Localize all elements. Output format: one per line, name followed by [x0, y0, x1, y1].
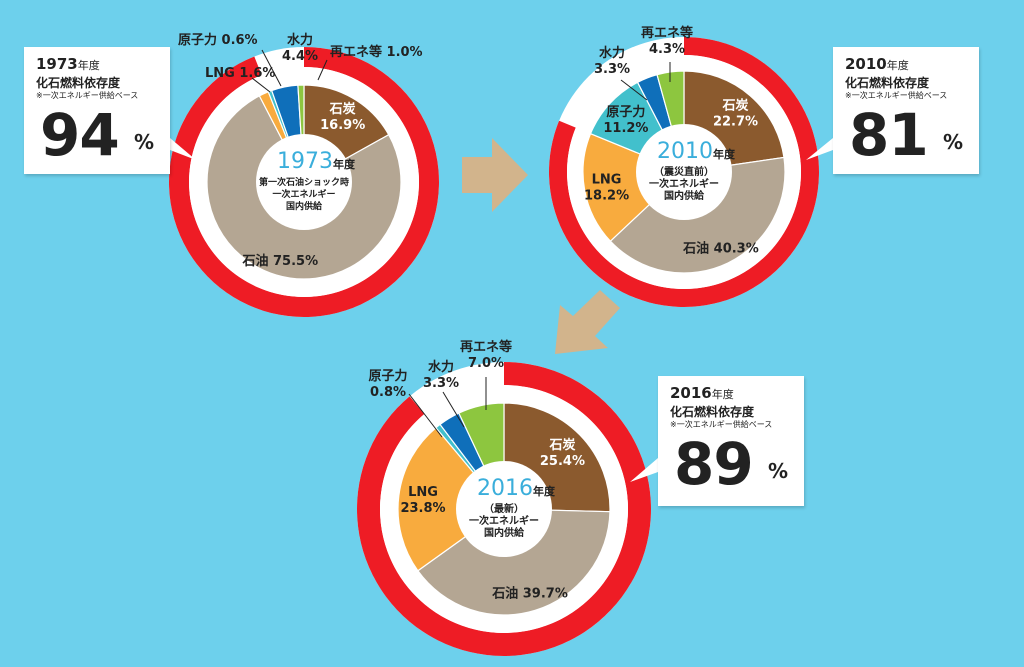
callout-year: 1973年度 — [36, 55, 100, 73]
center-line-2: 一次エネルギー — [649, 177, 719, 190]
callout-tail-1973 — [170, 138, 196, 160]
callout-unit: % — [943, 130, 964, 154]
callout-unit: % — [134, 130, 155, 154]
label-nuclear: 原子力 0.6% — [178, 32, 258, 48]
callout-value: 81 — [849, 101, 929, 169]
label-oil: 石油 75.5% — [241, 253, 318, 269]
callout-year-unit: 年度 — [711, 388, 734, 401]
label-lng: LNG — [592, 172, 622, 187]
center-line-1: （最新） — [484, 502, 524, 515]
value-hydro: 3.3% — [423, 376, 459, 391]
value-renewables: 4.3% — [649, 42, 685, 57]
label-hydro: 水力 — [599, 45, 625, 61]
center-line-1: （震災直前） — [654, 165, 714, 178]
callout-value: 94 — [40, 101, 120, 169]
callout-title: 化石燃料依存度 — [36, 76, 121, 90]
label-coal: 石炭 — [722, 97, 749, 113]
value-hydro: 4.4% — [282, 49, 318, 64]
leader-line-hydro — [620, 79, 648, 101]
center-line-3: 国内供給 — [664, 189, 705, 202]
callout-year: 2016年度 — [670, 384, 734, 402]
center-year: 2016年度 — [477, 476, 556, 501]
slice-lng-2010 — [582, 132, 686, 242]
arrow-2010-to-2016 — [555, 290, 620, 354]
value-nuclear: 0.8% — [370, 385, 406, 400]
label-coal: 石炭 — [329, 101, 356, 117]
callout-note: ※一次エネルギー供給ベース — [845, 91, 948, 100]
value-renewables: 7.0% — [468, 356, 504, 371]
center-circle — [636, 124, 732, 220]
label-nuclear: 原子力 — [606, 104, 645, 120]
leader-line-hydro — [442, 391, 465, 428]
callout-note: ※一次エネルギー供給ベース — [670, 420, 773, 429]
callout-year: 2010年度 — [845, 55, 909, 73]
leader-line-renewables — [317, 59, 328, 81]
center-year: 2010年度 — [657, 139, 736, 164]
fossil-dependency-callout-2016: 2016年度化石燃料依存度 ※一次エネルギー供給ベース 89% — [658, 376, 804, 506]
label-hydro: 水力 — [428, 359, 454, 375]
callout-year-unit: 年度 — [886, 59, 909, 72]
leader-line-lng — [251, 77, 271, 93]
slice-lng-2016 — [397, 426, 505, 572]
label-renewables: 再エネ等 — [641, 25, 693, 41]
callout-title: 化石燃料依存度 — [845, 76, 930, 90]
center-line-2: 一次エネルギー — [272, 188, 335, 200]
callout-value: 89 — [674, 430, 754, 498]
center-line-3: 国内供給 — [484, 526, 525, 539]
fossil-dependency-callout-1973: 1973年度化石燃料依存度 ※一次エネルギー供給ベース 94% — [24, 47, 170, 174]
callout-year-unit: 年度 — [77, 59, 100, 72]
callout-year-number: 2016 — [670, 384, 712, 402]
label-lng: LNG 1.6% — [205, 66, 275, 81]
callout-unit: % — [768, 459, 789, 483]
label-coal: 石炭 — [548, 437, 575, 453]
callout-year-number: 2010 — [845, 55, 887, 73]
callout-tail-2010 — [806, 138, 833, 160]
value-lng: 23.8% — [400, 501, 445, 516]
leader-line-nuclear — [408, 393, 443, 438]
center-year: 1973年度 — [277, 149, 356, 174]
callout-year-number: 1973 — [36, 55, 78, 73]
label-oil: 石油 40.3% — [682, 241, 759, 257]
value-hydro: 3.3% — [594, 62, 630, 77]
callout-tails — [170, 138, 833, 482]
label-nuclear: 原子力 — [368, 368, 407, 384]
callout-note: ※一次エネルギー供給ベース — [36, 91, 139, 100]
fossil-dependency-callout-2010: 2010年度化石燃料依存度 ※一次エネルギー供給ベース 81% — [833, 47, 979, 174]
label-oil: 石油 39.7% — [491, 586, 568, 602]
center-line-2: 一次エネルギー — [469, 514, 539, 527]
value-coal: 16.9% — [320, 118, 365, 133]
label-hydro: 水力 — [287, 32, 313, 48]
center-circle — [256, 134, 352, 230]
label-renewables: 再エネ等 1.0% — [330, 44, 423, 60]
callout-tail-2016 — [630, 458, 658, 482]
value-coal: 22.7% — [713, 114, 758, 129]
center-line-1: 第一次石油ショック時 — [259, 176, 349, 188]
leader-line-nuclear — [261, 49, 282, 87]
center-circle — [456, 461, 552, 557]
center-line-3: 国内供給 — [286, 200, 323, 212]
value-coal: 25.4% — [540, 454, 585, 469]
value-lng: 18.2% — [584, 188, 629, 203]
value-nuclear: 11.2% — [603, 121, 648, 136]
label-renewables: 再エネ等 — [460, 339, 512, 355]
slice-oil-2016 — [417, 508, 611, 616]
label-lng: LNG — [408, 485, 438, 500]
arrow-1973-to-2010 — [462, 138, 528, 212]
callout-title: 化石燃料依存度 — [670, 405, 755, 419]
